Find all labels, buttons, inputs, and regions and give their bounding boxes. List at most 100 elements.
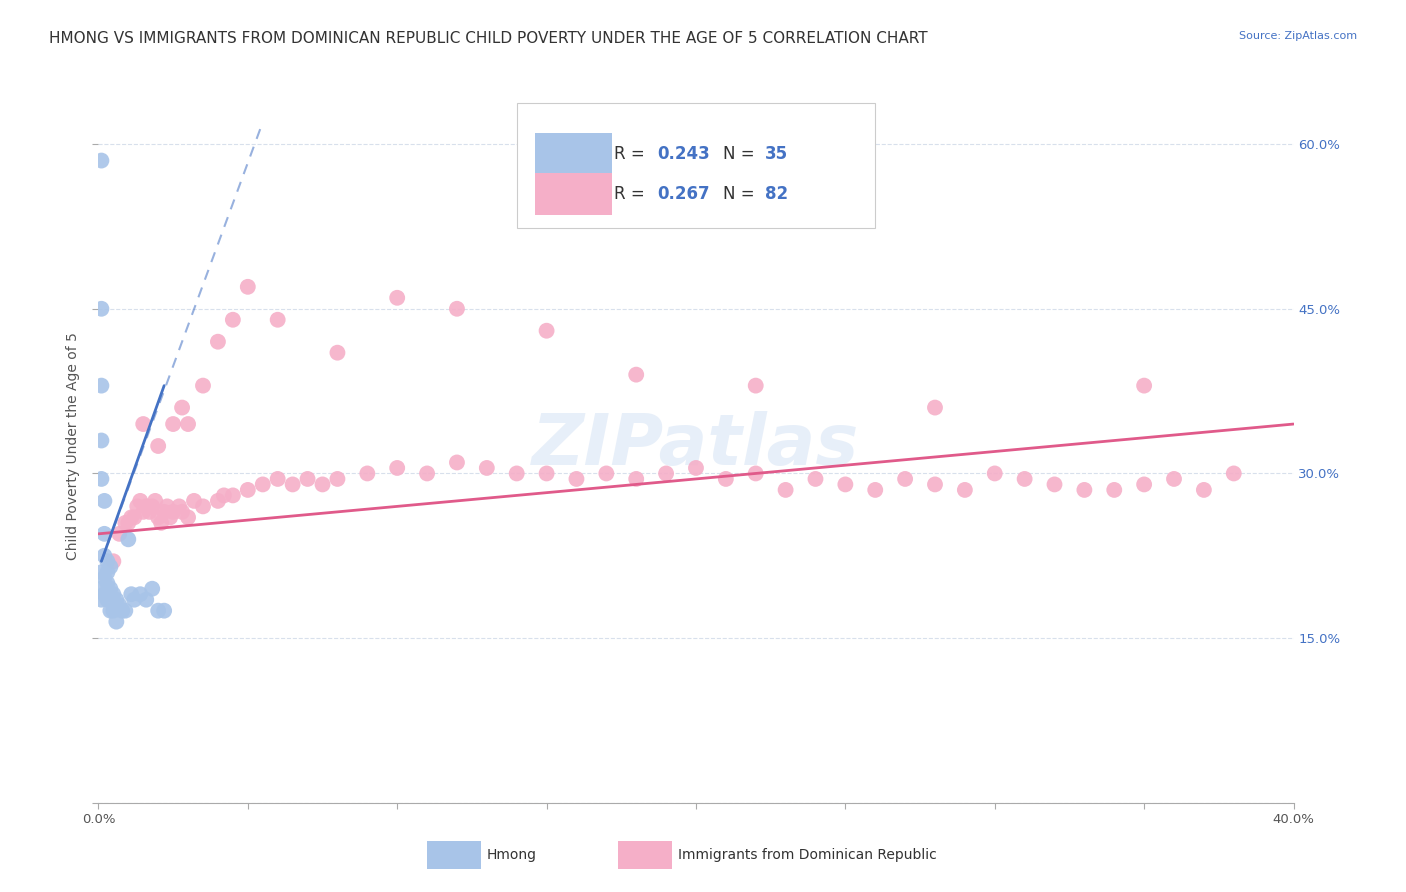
Point	[536, 324, 558, 338]
Text: ZIPatlas: ZIPatlas	[533, 411, 859, 481]
Point	[1073, 483, 1095, 497]
Point	[177, 510, 200, 524]
Point	[120, 510, 142, 524]
Point	[1043, 477, 1066, 491]
Point	[745, 467, 768, 481]
Point	[93, 526, 115, 541]
Point	[129, 587, 152, 601]
Text: HMONG VS IMMIGRANTS FROM DOMINICAN REPUBLIC CHILD POVERTY UNDER THE AGE OF 5 COR: HMONG VS IMMIGRANTS FROM DOMINICAN REPUB…	[49, 31, 928, 46]
Point	[207, 494, 229, 508]
Point	[222, 312, 245, 326]
Point	[98, 582, 122, 596]
Point	[536, 467, 558, 481]
Point	[356, 467, 378, 481]
Point	[236, 280, 259, 294]
Point	[93, 571, 115, 585]
Point	[141, 500, 163, 514]
Text: N =: N =	[724, 186, 761, 203]
Point	[90, 378, 112, 392]
Point	[834, 477, 856, 491]
Point	[212, 488, 235, 502]
Point	[156, 500, 179, 514]
Point	[132, 417, 155, 431]
Point	[90, 566, 112, 580]
Point	[114, 516, 136, 530]
Point	[105, 615, 128, 629]
Point	[1014, 472, 1036, 486]
Point	[90, 582, 112, 596]
Point	[148, 439, 170, 453]
Point	[416, 467, 439, 481]
FancyBboxPatch shape	[427, 840, 481, 869]
Text: R =: R =	[613, 186, 650, 203]
Point	[93, 494, 115, 508]
Point	[1104, 483, 1126, 497]
Point	[865, 483, 887, 497]
Point	[167, 500, 190, 514]
Point	[1163, 472, 1185, 486]
Point	[924, 477, 946, 491]
Point	[141, 582, 163, 596]
Point	[385, 291, 409, 305]
Point	[162, 417, 184, 431]
Point	[138, 505, 160, 519]
Point	[685, 461, 707, 475]
Point	[177, 417, 200, 431]
Point	[127, 500, 149, 514]
Point	[714, 472, 737, 486]
Point	[183, 494, 205, 508]
Point	[117, 533, 139, 547]
Point	[135, 592, 157, 607]
Point	[626, 472, 648, 486]
Text: 82: 82	[765, 186, 789, 203]
Point	[120, 587, 142, 601]
Point	[114, 604, 136, 618]
Point	[90, 434, 112, 448]
Point	[93, 587, 115, 601]
Point	[207, 334, 229, 349]
Point	[98, 604, 122, 618]
Point	[93, 549, 115, 563]
Point	[1192, 483, 1215, 497]
Point	[129, 494, 152, 508]
Text: 0.243: 0.243	[658, 145, 710, 163]
Point	[143, 494, 166, 508]
Point	[108, 598, 131, 612]
Point	[775, 483, 797, 497]
Point	[953, 483, 976, 497]
Y-axis label: Child Poverty Under the Age of 5: Child Poverty Under the Age of 5	[66, 332, 80, 560]
Point	[1133, 477, 1156, 491]
Point	[894, 472, 917, 486]
Text: Source: ZipAtlas.com: Source: ZipAtlas.com	[1239, 31, 1357, 41]
Point	[124, 510, 146, 524]
Point	[90, 153, 112, 168]
Point	[96, 566, 118, 580]
Point	[267, 472, 290, 486]
Point	[446, 301, 468, 316]
Point	[90, 592, 112, 607]
FancyBboxPatch shape	[534, 134, 613, 175]
Point	[103, 587, 125, 601]
Text: N =: N =	[724, 145, 761, 163]
Point	[565, 472, 588, 486]
FancyBboxPatch shape	[517, 103, 876, 228]
Point	[191, 500, 214, 514]
Point	[153, 505, 176, 519]
Point	[311, 477, 333, 491]
Point	[159, 510, 181, 524]
Text: R =: R =	[613, 145, 650, 163]
FancyBboxPatch shape	[619, 840, 672, 869]
Text: 0.267: 0.267	[658, 186, 710, 203]
Point	[191, 378, 214, 392]
Point	[804, 472, 827, 486]
Point	[924, 401, 946, 415]
Point	[108, 526, 131, 541]
Text: Hmong: Hmong	[486, 848, 537, 862]
Point	[148, 604, 170, 618]
Point	[326, 472, 349, 486]
Point	[446, 455, 468, 469]
Point	[153, 604, 176, 618]
Point	[297, 472, 319, 486]
Point	[236, 483, 259, 497]
Point	[1223, 467, 1246, 481]
